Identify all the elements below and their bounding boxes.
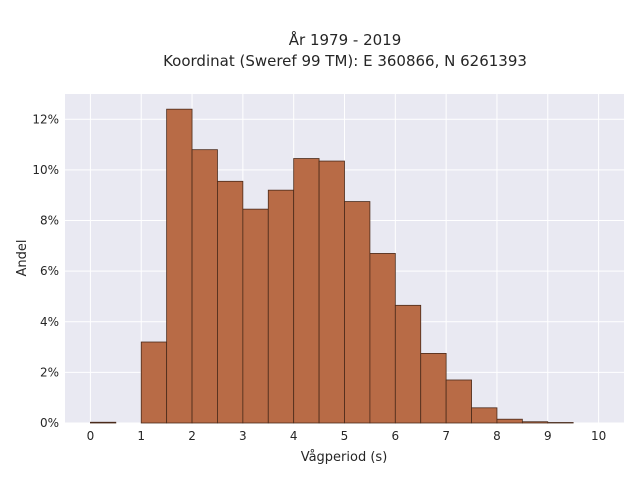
x-tick-label: 0	[87, 429, 95, 443]
x-tick-label: 7	[442, 429, 450, 443]
histogram-bar	[318, 160, 345, 424]
histogram-bar	[90, 421, 117, 424]
y-tick-label: 8%	[40, 214, 59, 228]
y-tick-label: 12%	[32, 112, 59, 126]
x-tick-label: 6	[391, 429, 399, 443]
chart-title-line1: År 1979 - 2019	[289, 30, 402, 49]
x-tick-label: 2	[188, 429, 196, 443]
x-tick-labels: 0 1 2 3 4 5 6 7 8 9 10	[87, 429, 607, 443]
histogram-bar	[496, 418, 523, 424]
y-tick-label: 4%	[40, 315, 59, 329]
histogram-bar	[521, 421, 549, 424]
histogram-bar	[140, 341, 168, 424]
x-tick-label: 1	[137, 429, 145, 443]
histogram-bar	[293, 158, 320, 424]
x-tick-label: 8	[493, 429, 501, 443]
y-tick-label: 2%	[40, 365, 59, 379]
histogram-bar	[471, 407, 498, 424]
histogram-bar	[344, 201, 371, 424]
histogram-bar	[267, 189, 295, 424]
y-axis-label: Andel	[15, 240, 30, 277]
x-tick-label: 3	[239, 429, 247, 443]
y-tick-label: 10%	[32, 163, 59, 177]
histogram-bar	[166, 108, 193, 424]
histogram-bar	[394, 304, 422, 424]
histogram-bar	[242, 208, 269, 424]
histogram-bar	[369, 253, 396, 424]
histogram-bar	[445, 379, 472, 424]
bars	[90, 108, 574, 424]
x-axis-label: Vågperiod (s)	[301, 450, 388, 465]
x-tick-label: 4	[290, 429, 298, 443]
y-tick-label: 6%	[40, 264, 59, 278]
x-tick-label: 9	[544, 429, 552, 443]
y-tick-labels: 0% 2% 4% 6% 8% 10% 12%	[32, 112, 59, 430]
x-tick-label: 5	[341, 429, 349, 443]
y-tick-label: 0%	[40, 416, 59, 430]
histogram-bar	[217, 180, 244, 424]
chart-title-line2: Koordinat (Sweref 99 TM): E 360866, N 62…	[163, 52, 527, 70]
histogram-bar	[191, 149, 218, 424]
x-tick-label: 10	[591, 429, 606, 443]
histogram-bar	[420, 353, 447, 424]
histogram-bar	[547, 422, 574, 424]
